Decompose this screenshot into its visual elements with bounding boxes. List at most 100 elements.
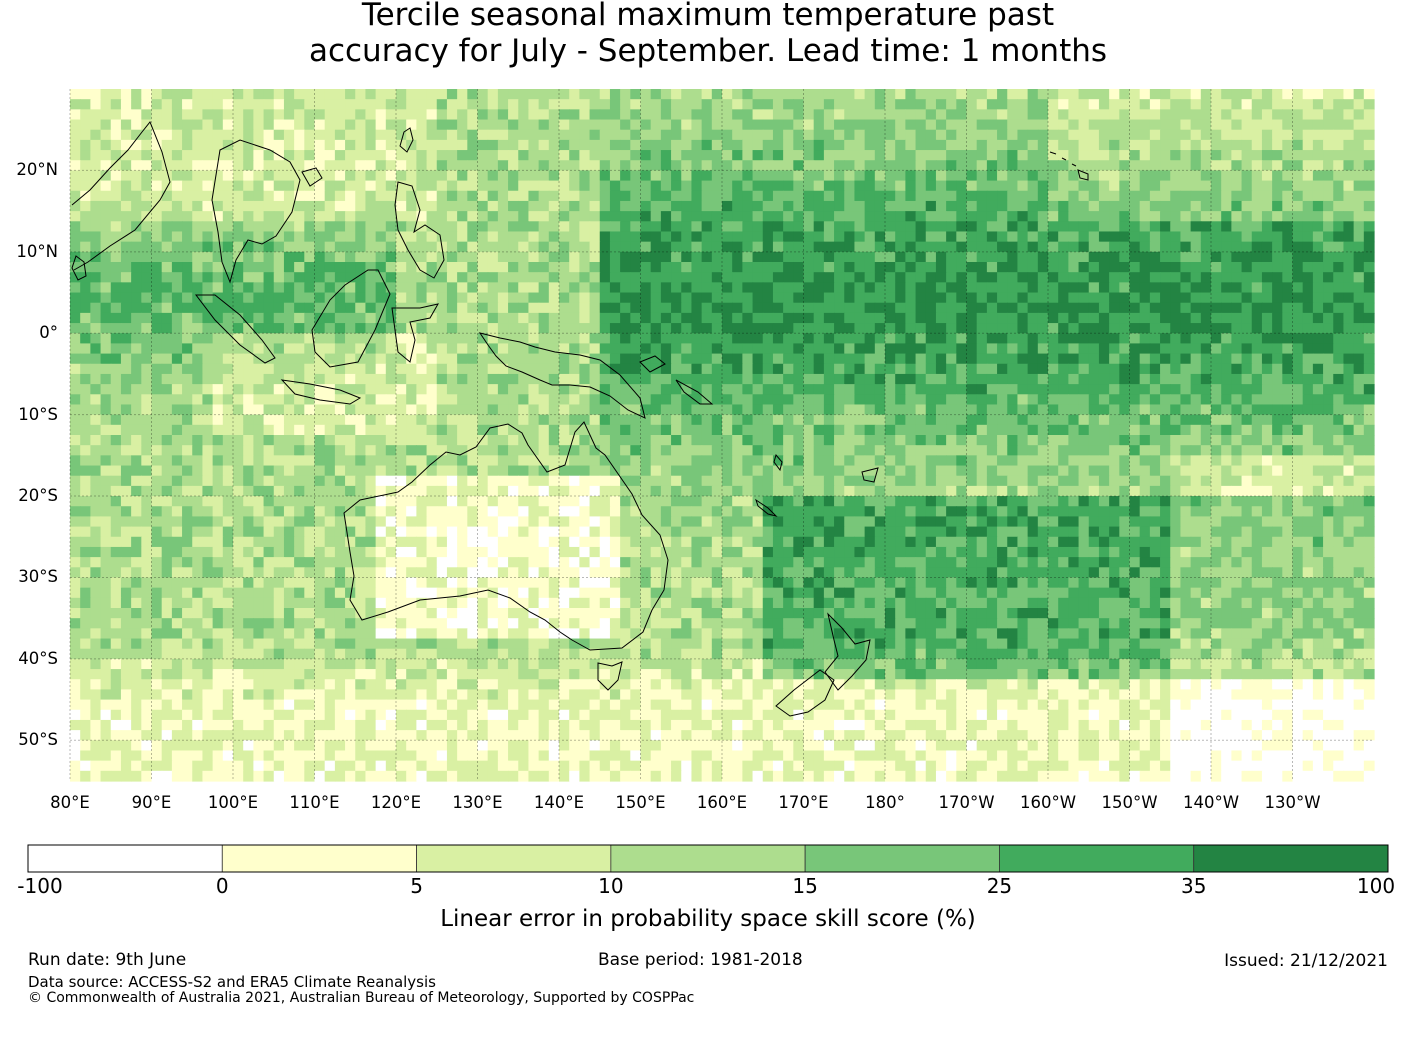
grid-cell bbox=[1098, 150, 1110, 161]
grid-cell bbox=[885, 475, 896, 487]
grid-cell bbox=[864, 160, 876, 172]
grid-cell bbox=[986, 475, 998, 487]
grid-cell bbox=[1058, 262, 1069, 273]
grid-cell bbox=[1027, 312, 1039, 324]
grid-cell bbox=[885, 363, 896, 375]
grid-cell bbox=[1149, 343, 1161, 355]
grid-cell bbox=[182, 302, 193, 314]
grid-cell bbox=[681, 343, 693, 355]
grid-cell bbox=[385, 139, 397, 151]
grid-cell bbox=[701, 435, 713, 446]
grid-cell bbox=[885, 160, 896, 172]
grid-cell bbox=[722, 139, 733, 151]
grid-cell bbox=[966, 241, 978, 253]
grid-cell bbox=[752, 231, 764, 243]
grid-cell bbox=[283, 109, 295, 121]
grid-cell bbox=[1231, 384, 1243, 395]
grid-cell bbox=[345, 333, 356, 345]
grid-cell bbox=[528, 262, 540, 273]
grid-cell bbox=[497, 343, 509, 355]
grid-cell bbox=[732, 89, 743, 100]
grid-cell bbox=[1272, 404, 1283, 416]
grid-cell bbox=[1272, 150, 1283, 161]
grid-cell bbox=[589, 109, 601, 121]
grid-cell bbox=[385, 170, 397, 182]
grid-cell bbox=[1211, 241, 1222, 253]
grid-cell bbox=[1323, 455, 1334, 467]
grid-cell bbox=[436, 333, 448, 345]
grid-cell bbox=[294, 251, 305, 263]
grid-cell bbox=[1292, 190, 1304, 202]
grid-cell bbox=[925, 150, 937, 161]
grid-cell bbox=[966, 353, 978, 365]
grid-cell bbox=[355, 302, 367, 314]
grid-cell bbox=[630, 231, 642, 243]
grid-cell bbox=[650, 231, 662, 243]
grid-cell bbox=[915, 241, 927, 253]
grid-cell bbox=[243, 200, 254, 212]
grid-cell bbox=[171, 435, 183, 446]
grid-cell bbox=[885, 129, 896, 141]
grid-cell bbox=[1180, 262, 1192, 273]
grid-cell bbox=[976, 160, 988, 172]
grid-cell bbox=[182, 323, 193, 334]
grid-cell bbox=[202, 455, 214, 467]
grid-cell bbox=[528, 221, 540, 233]
grid-cell bbox=[609, 384, 621, 395]
grid-cell bbox=[396, 221, 407, 233]
grid-cell bbox=[120, 180, 132, 192]
grid-cell bbox=[925, 109, 937, 121]
grid-cell bbox=[1149, 89, 1161, 100]
grid-cell bbox=[783, 231, 794, 243]
grid-cell bbox=[660, 180, 672, 192]
grid-cell bbox=[1231, 211, 1243, 222]
grid-cell bbox=[1027, 119, 1039, 131]
grid-cell bbox=[518, 262, 530, 273]
grid-cell bbox=[1363, 445, 1375, 456]
grid-cell bbox=[599, 129, 611, 141]
grid-cell bbox=[1363, 333, 1375, 345]
grid-cell bbox=[1190, 404, 1202, 416]
grid-cell bbox=[538, 170, 550, 182]
grid-cell bbox=[1200, 241, 1212, 253]
grid-cell bbox=[1211, 323, 1222, 334]
grid-cell bbox=[874, 211, 886, 222]
grid-cell bbox=[905, 343, 917, 355]
grid-cell bbox=[436, 353, 448, 365]
grid-cell bbox=[120, 99, 132, 110]
grid-cell bbox=[548, 200, 560, 212]
grid-cell bbox=[640, 475, 652, 487]
grid-cell bbox=[650, 404, 662, 416]
grid-cell bbox=[1088, 455, 1100, 467]
grid-cell bbox=[1007, 170, 1019, 182]
grid-cell bbox=[314, 302, 326, 314]
grid-cell bbox=[243, 129, 254, 141]
grid-cell bbox=[90, 312, 102, 324]
grid-cell bbox=[192, 435, 204, 446]
grid-cell bbox=[1241, 475, 1253, 487]
grid-cell bbox=[396, 99, 407, 110]
grid-cell bbox=[793, 373, 805, 385]
grid-cell bbox=[752, 262, 764, 273]
grid-cell bbox=[834, 435, 845, 446]
grid-cell bbox=[1098, 262, 1110, 273]
grid-cell bbox=[1231, 170, 1243, 182]
grid-cell bbox=[1088, 200, 1100, 212]
grid-cell bbox=[1068, 373, 1080, 385]
grid-cell bbox=[925, 435, 937, 446]
grid-cell bbox=[222, 435, 234, 446]
grid-cell bbox=[80, 150, 91, 161]
grid-cell bbox=[1007, 312, 1019, 324]
grid-cell bbox=[762, 119, 774, 131]
grid-cell bbox=[1129, 312, 1141, 324]
grid-cell bbox=[171, 119, 183, 131]
grid-cell bbox=[497, 251, 509, 263]
grid-cell bbox=[396, 170, 407, 182]
grid-cell bbox=[997, 282, 1008, 294]
grid-cell bbox=[426, 251, 438, 263]
grid-cell bbox=[966, 282, 978, 294]
grid-cell bbox=[70, 363, 81, 375]
grid-cell bbox=[589, 302, 601, 314]
grid-cell bbox=[528, 445, 540, 456]
grid-cell bbox=[334, 435, 346, 446]
